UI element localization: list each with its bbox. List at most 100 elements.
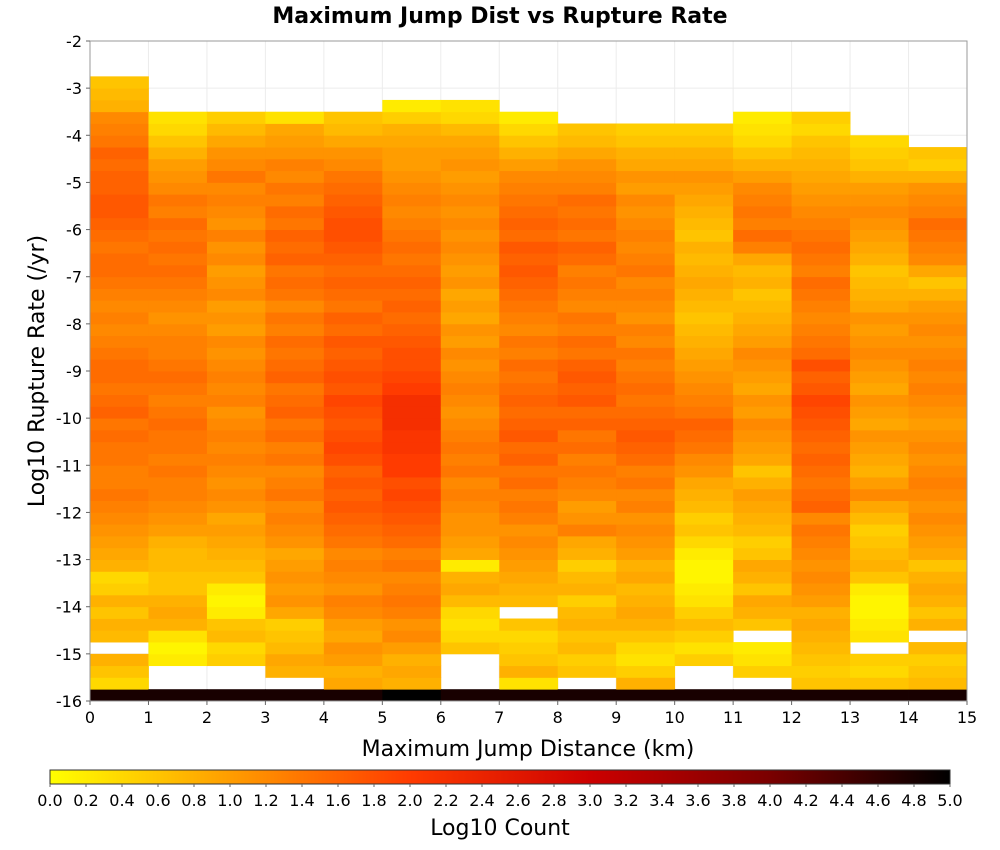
heatmap-cell	[90, 512, 149, 525]
heatmap-cell	[323, 477, 383, 490]
heatmap-cell	[499, 229, 559, 242]
heatmap-cell	[206, 571, 266, 584]
heatmap-cell	[323, 665, 383, 678]
heatmap-cell	[440, 253, 500, 266]
heatmap-cell	[382, 276, 442, 289]
heatmap-cell	[850, 618, 909, 631]
y-tick-label: -13	[56, 551, 82, 570]
heatmap-cell	[557, 571, 617, 584]
heatmap-cell	[616, 594, 676, 608]
heatmap-cell	[499, 429, 559, 443]
heatmap-cell	[616, 300, 676, 313]
heatmap-cell	[908, 594, 968, 608]
heatmap-cell	[323, 488, 383, 502]
heatmap-cell	[850, 653, 909, 667]
heatmap-cell	[733, 312, 792, 325]
colorbar-tick-label: 2.0	[397, 791, 422, 810]
x-tick-label: 12	[781, 708, 801, 727]
heatmap-cell	[440, 583, 500, 596]
heatmap-cell	[382, 371, 442, 384]
heatmap-cell	[850, 253, 909, 266]
heatmap-cell	[791, 241, 851, 254]
y-tick-label: -7	[66, 268, 82, 287]
colorbar-tick-label: 3.2	[613, 791, 638, 810]
heatmap-cell	[733, 524, 792, 537]
colorbar-tick-label: 4.4	[829, 791, 854, 810]
heatmap-cell	[733, 300, 792, 313]
heatmap-cell	[148, 559, 208, 572]
heatmap-cell	[323, 217, 383, 230]
heatmap-cell	[206, 300, 266, 313]
heatmap-cell	[382, 665, 442, 678]
heatmap-cell	[850, 594, 909, 608]
heatmap-cell	[440, 194, 500, 207]
heatmap-cell	[148, 477, 208, 490]
heatmap-cell	[265, 618, 325, 631]
heatmap-cell	[557, 465, 617, 478]
heatmap-cell	[791, 123, 851, 136]
heatmap-cell	[733, 241, 792, 254]
heatmap-cell	[323, 547, 383, 560]
heatmap-cell	[791, 488, 851, 502]
heatmap-cell	[265, 465, 325, 478]
heatmap-cell	[499, 111, 559, 124]
heatmap-cell	[206, 512, 266, 525]
heatmap-cell	[382, 441, 442, 454]
heatmap-cell	[674, 524, 734, 537]
x-tick-label: 9	[611, 708, 621, 727]
heatmap-cell	[382, 618, 442, 631]
heatmap-cell	[674, 135, 734, 148]
heatmap-cell	[908, 335, 968, 348]
heatmap-cell	[908, 158, 968, 172]
heatmap-cell	[148, 488, 208, 502]
heatmap-cell	[733, 606, 792, 619]
colorbar-tick-label: 2.6	[505, 791, 530, 810]
heatmap-cell	[265, 182, 325, 195]
heatmap-cell	[908, 206, 968, 219]
heatmap-cell	[557, 630, 617, 643]
heatmap-cell	[499, 512, 559, 525]
heatmap-cell	[616, 359, 676, 372]
heatmap-cell	[90, 394, 149, 407]
heatmap-cell	[674, 606, 734, 619]
heatmap-cell	[733, 406, 792, 419]
heatmap-cell	[148, 689, 208, 702]
heatmap-cell	[850, 441, 909, 454]
heatmap-cell	[791, 206, 851, 219]
heatmap-cell	[674, 123, 734, 136]
heatmap-cell	[90, 630, 149, 643]
heatmap-cell	[733, 170, 792, 183]
heatmap-cell	[265, 241, 325, 254]
heatmap-cell	[908, 264, 968, 278]
heatmap-cell	[908, 488, 968, 502]
heatmap-cell	[206, 123, 266, 136]
heatmap-cell	[382, 583, 442, 596]
heatmap-cell	[557, 524, 617, 537]
heatmap-cell	[499, 170, 559, 183]
heatmap-cell	[90, 182, 149, 195]
heatmap-cell	[791, 229, 851, 242]
heatmap-cell	[440, 441, 500, 454]
heatmap-cell	[382, 335, 442, 348]
heatmap-cell	[323, 359, 383, 372]
heatmap-cell	[382, 359, 442, 372]
heatmap-cell	[440, 335, 500, 348]
heatmap-cell	[850, 488, 909, 502]
heatmap-cell	[265, 111, 325, 124]
heatmap-cell	[557, 359, 617, 372]
heatmap-cell	[733, 453, 792, 466]
heatmap-cell	[206, 182, 266, 195]
heatmap-cell	[499, 559, 559, 572]
heatmap-cell	[733, 547, 792, 560]
heatmap-cell	[148, 618, 208, 631]
heatmap-cell	[206, 217, 266, 230]
heatmap-cell	[616, 488, 676, 502]
heatmap-cell	[265, 123, 325, 136]
heatmap-cell	[557, 406, 617, 419]
heatmap-cell	[850, 371, 909, 384]
heatmap-cell	[616, 559, 676, 572]
heatmap-cell	[90, 418, 149, 431]
heatmap-cell	[148, 276, 208, 289]
heatmap-cell	[499, 477, 559, 490]
heatmap-cell	[440, 371, 500, 384]
